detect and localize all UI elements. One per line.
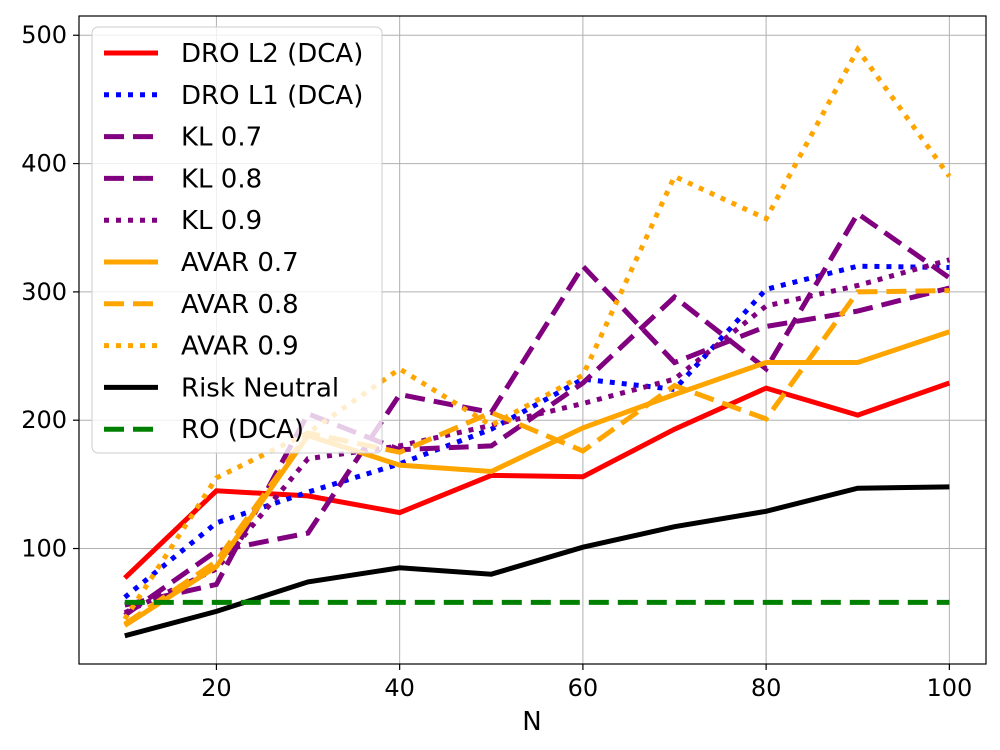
x-tick-label: 80	[751, 674, 782, 702]
legend-entry-label: Risk Neutral	[181, 373, 339, 403]
y-tick-label: 300	[21, 278, 67, 306]
series-line-kl-0-7	[123, 262, 951, 618]
x-tick-label: 40	[384, 674, 415, 702]
x-tick-label: 100	[926, 674, 972, 702]
legend-entry-label: AVAR 0.8	[181, 290, 299, 320]
legend-box	[91, 26, 383, 454]
axes-frame	[78, 15, 987, 665]
legend-entry-label: DRO L2 (DCA)	[181, 39, 363, 69]
legend-entry-label: AVAR 0.9	[181, 332, 299, 362]
series-line-kl-0-9	[123, 257, 951, 615]
x-tick-label: 60	[568, 674, 599, 702]
series-line-avar-0-8	[123, 288, 950, 627]
y-tick-label: 400	[21, 150, 67, 178]
legend-entry-label: KL 0.8	[181, 164, 262, 194]
legend-entry-label: KL 0.9	[181, 206, 262, 236]
legend-entry-label: KL 0.7	[181, 123, 262, 153]
x-tick-label: 20	[201, 674, 232, 702]
y-tick-label: 100	[21, 535, 67, 563]
series-line-dro-l1-dca	[123, 263, 950, 600]
series-line-avar-0-9	[122, 44, 952, 621]
y-tick-label: 500	[21, 21, 67, 49]
series-lines	[122, 44, 952, 639]
legend-entry-label: DRO L1 (DCA)	[181, 81, 363, 111]
legend-entry-label: AVAR 0.7	[181, 248, 299, 278]
y-tick-label: 200	[21, 406, 67, 434]
series-line-risk-neutral	[124, 484, 950, 639]
x-axis-label: N	[522, 707, 541, 737]
legend: DRO L2 (DCA) DRO L1 (DCA) KL 0.7 KL 0.8 KL 0…	[91, 26, 383, 454]
legend-entry-label: RO (DCA)	[181, 415, 304, 445]
axis-ticks: 20 40 60 80 100 100 200 300 400 500	[21, 21, 972, 702]
